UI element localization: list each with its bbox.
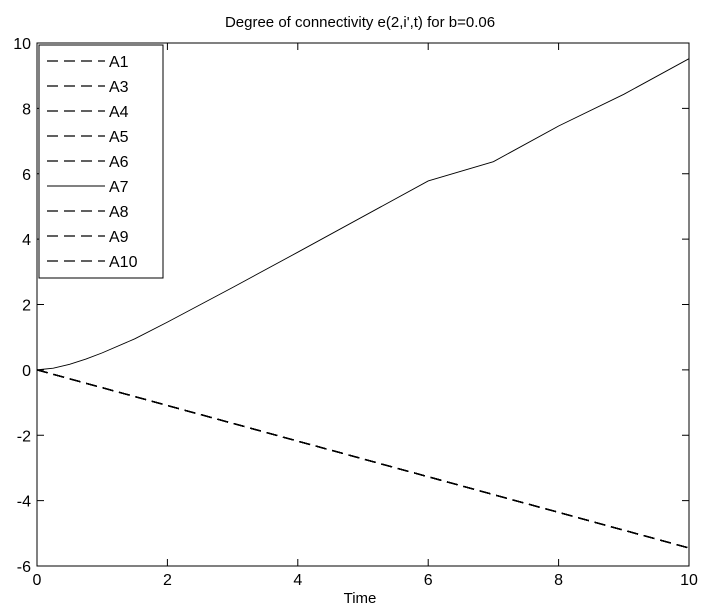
series-line-a1 [36,369,690,549]
legend-label-a4: A4 [109,104,129,121]
legend-label-a1: A1 [109,54,129,71]
y-tick-label: 6 [22,167,31,184]
legend-label-a3: A3 [109,79,129,96]
series-layer [36,58,690,549]
y-tick-label: -4 [17,494,31,511]
series-line-a4 [36,369,690,549]
legend: A1 A3 A4 A5 A6 A7 A8 A9 A10 [38,44,164,279]
legend-label-a6: A6 [109,154,129,171]
x-tick-label: 6 [424,572,433,589]
series-line-a3 [36,369,690,549]
legend-label-a8: A8 [109,204,129,221]
legend-label-a10: A10 [109,254,138,271]
x-tick-label: 0 [33,572,42,589]
y-tick-label: 0 [22,363,31,380]
y-tick-label: 4 [22,232,31,249]
axis-ticks: 0 2 4 6 8 10 -6 -4 -2 0 2 4 6 8 10 [13,36,698,589]
series-line-a6 [36,369,690,549]
x-axis-label: Time [344,590,377,607]
x-tick-label: 8 [554,572,563,589]
chart-title: Degree of connectivity e(2,i',t) for b=0… [225,14,495,31]
x-tick-label: 4 [293,572,302,589]
x-tick-label: 10 [680,572,698,589]
series-line-a9 [36,369,690,549]
x-tick-label: 2 [163,572,172,589]
y-tick-label: -6 [17,559,31,576]
y-tick-label: -2 [17,428,31,445]
y-tick-label: 2 [22,298,31,315]
series-line-a10 [36,369,690,549]
series-line-a8 [36,369,690,549]
y-tick-label: 8 [22,101,31,118]
legend-label-a5: A5 [109,129,129,146]
legend-label-a9: A9 [109,229,129,246]
series-line-a5 [36,369,690,549]
legend-label-a7: A7 [109,179,129,196]
series-line-a7 [36,58,690,371]
y-tick-label: 10 [13,36,31,53]
